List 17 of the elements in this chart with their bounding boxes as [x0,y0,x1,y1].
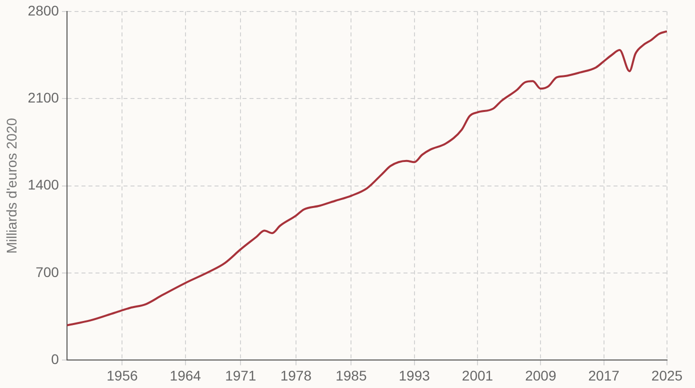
line-series [66,30,667,326]
y-tick-label: 0 [51,351,60,368]
x-tick-label: 1978 [280,367,312,384]
x-tick-label: 1964 [170,367,202,384]
y-tick-label: 1400 [28,176,60,193]
x-tick-label: 1993 [398,367,430,384]
x-tick-label: 2017 [588,367,620,384]
x-tick-label: 1985 [336,367,367,384]
x-tick-label: 2001 [462,367,494,384]
y-tick-label: 2100 [28,89,60,106]
y-tick-label: 700 [36,264,60,280]
y-axis-title: Milliards d'euros 2020 [3,118,20,254]
x-tick-label: 1971 [225,367,256,384]
y-tick-label: 2800 [28,2,60,18]
x-tick-label: 2025 [651,367,683,384]
x-tick-label: 1956 [106,367,138,384]
x-tick-label: 2009 [525,367,556,384]
